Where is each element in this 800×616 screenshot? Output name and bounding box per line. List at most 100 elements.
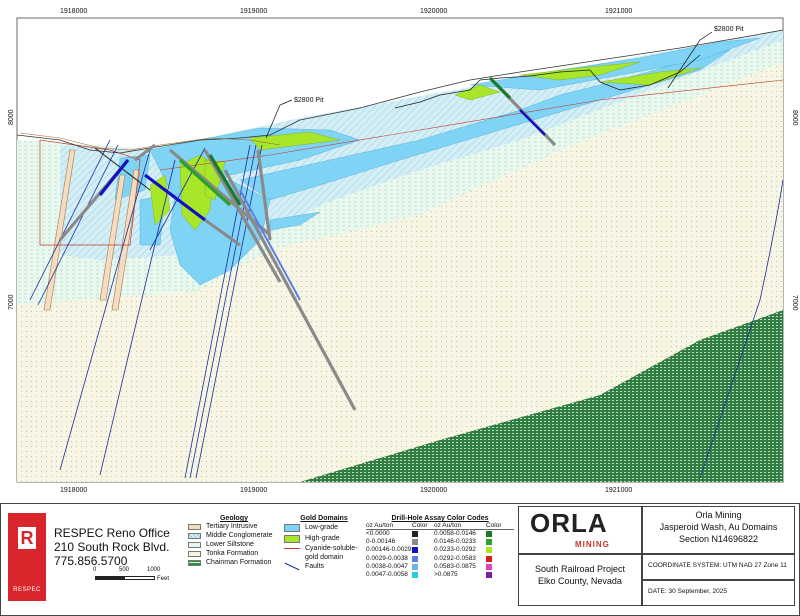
assay-range: 0-0.00146 [366,538,396,546]
assay-range: >0.0875 [434,570,458,578]
assay-range: 0.0146-0.0233 [434,538,476,546]
pit-label-left: $2800 Pit [294,97,324,104]
gold-legend-title: Gold Domains [300,515,348,522]
assay-row: 0.0029-0.0038 0.0292-0.0583 [366,555,514,563]
cyanide-domain-line [159,79,784,171]
x-axis-bottom: 1918000 1919000 1920000 1921000 [60,487,632,494]
assay-header-1: oz Au/ton [366,522,394,529]
assay-color [486,538,510,546]
project-location: Elko County, Nevada [538,576,622,586]
assay-row: 0.0047-0.0058 >0.0875 [366,571,514,579]
swatch-chainman [188,559,201,566]
legend-low-grade: Low-grade [284,522,364,533]
assay-row: 0-0.00146 0.0146-0.0233 [366,538,514,546]
coordinate-system: COORDINATE SYSTEM: UTM NAD 27 Zone 11 [648,562,787,569]
legend-cyanide-2: gold domain [305,554,344,561]
assay-range: 0.0233-0.0292 [434,546,476,554]
respec-logo: R RESPEC [8,513,46,601]
faults [29,139,784,479]
assay-row: 0.00146-0.0029 0.0233-0.0292 [366,546,514,554]
office-phone: 775.856.5700 [54,554,128,568]
legend-tonka: Tonka Formation [188,549,280,558]
assay-rows: <0.0000 0.0058-0.0146 0-0.00146 0.0146-0.02… [366,530,514,579]
project-name: South Railroad Project [534,564,626,574]
office-name: RESPEC Reno Office [54,526,170,540]
swatch-faults [284,562,300,571]
respec-logo-text: RESPEC [13,587,41,593]
legend-chainman: Chainman Formation [188,558,280,567]
y-axis-right: 8000 7000 [791,110,798,311]
assay-legend-title: Drill-Hole Assay Color Codes [391,515,489,522]
pit-callout-right: $2800 Pit [667,26,744,89]
assay-color [486,546,510,554]
y-tick-left-2: 7000 [8,294,15,310]
pit-outline-right [394,54,701,109]
y-tick-left-1: 8000 [8,109,15,125]
swatch-cyanide [284,548,300,549]
assay-color [412,530,434,538]
title-box [642,506,795,554]
assay-header-2: Color [412,522,428,529]
swatch-tonka [188,550,201,557]
assay-legend: Drill-Hole Assay Color Codes oz Au/ton C… [366,515,514,579]
legend-faults: Faults [284,562,364,571]
x-tick-top-2: 1919000 [240,8,267,15]
cross-section-map: $2800 Pit $2800 Pit 1918000 1919000 1920… [8,8,798,494]
x-axis-top: 1918000 1919000 1920000 1921000 [60,8,632,15]
assay-color [412,538,434,546]
assay-range: 0.0058-0.0146 [434,530,476,537]
topo-brown-line [19,132,281,151]
legend-conglomerate: Middle Conglomerate [188,531,280,540]
coord-box [642,554,795,580]
gold-legend: Gold Domains Low-grade High-grade Cyanid… [284,515,364,571]
topography-line [16,29,784,154]
assay-row: 0.0038-0.0047 0.0583-0.0875 [366,563,514,571]
assay-row: <0.0000 0.0058-0.0146 [366,530,514,538]
assay-color [486,530,510,538]
orla-logo-bottom: MINING [575,540,610,549]
swatch-low-grade [284,523,300,532]
x-tick-top-4: 1921000 [605,8,632,15]
assay-header-4: Color [486,522,502,529]
legend-cyanide: Cyanide-soluble- [284,544,364,553]
date-label: DATE: 30 September, 2025 [648,588,728,595]
company-name: Orla Mining [695,510,742,520]
assay-range: <0.0000 [366,530,390,537]
orla-logo-box [518,506,642,554]
pit-label-right: $2800 Pit [714,26,744,33]
assay-range: 0.0583-0.0875 [434,562,476,570]
swatch-conglomerate [188,532,201,539]
x-tick-top-3: 1920000 [420,8,447,15]
assay-color [486,563,510,571]
title-line-1: Jasperoid Wash, Au Domains [659,522,778,532]
assay-header-3: oz Au/ton [434,522,462,529]
title-line-2: Section N14696822 [678,534,759,544]
drill-holes [58,76,557,411]
assay-range: 0.0029-0.0038 [366,554,408,562]
assay-color [412,546,434,554]
project-box [518,554,642,606]
assay-header: oz Au/ton Color oz Au/ton Color [366,522,514,530]
x-tick-bottom-4: 1921000 [605,487,632,494]
assay-range: 0.00146-0.0029 [366,546,412,554]
x-tick-top-1: 1918000 [60,8,87,15]
scale-unit: Feet [157,576,170,582]
y-tick-right-1: 8000 [791,110,798,126]
legend-siltstone: Lower Siltstone [188,540,280,549]
swatch-siltstone [188,541,201,548]
tertiary-intrusive [43,149,141,311]
respec-address: RESPEC Reno Office 210 South Rock Blvd. … [54,526,170,568]
orla-logo-top: ORLA [530,508,608,538]
assay-color [486,555,510,563]
legend-tertiary: Tertiary Intrusive [188,522,280,531]
pit-callout-left: $2800 Pit [265,97,324,139]
assay-range: 0.0038-0.0047 [366,562,408,570]
y-axis-left: 8000 7000 [8,109,15,310]
geology-legend: Geology Tertiary Intrusive Middle Conglo… [188,515,280,567]
respec-logo-mark: R [18,527,36,549]
x-tick-bottom-1: 1918000 [60,487,87,494]
swatch-high-grade [284,534,300,543]
assay-color [412,563,434,571]
x-tick-bottom-2: 1919000 [240,487,267,494]
swatch-tertiary [188,523,201,530]
